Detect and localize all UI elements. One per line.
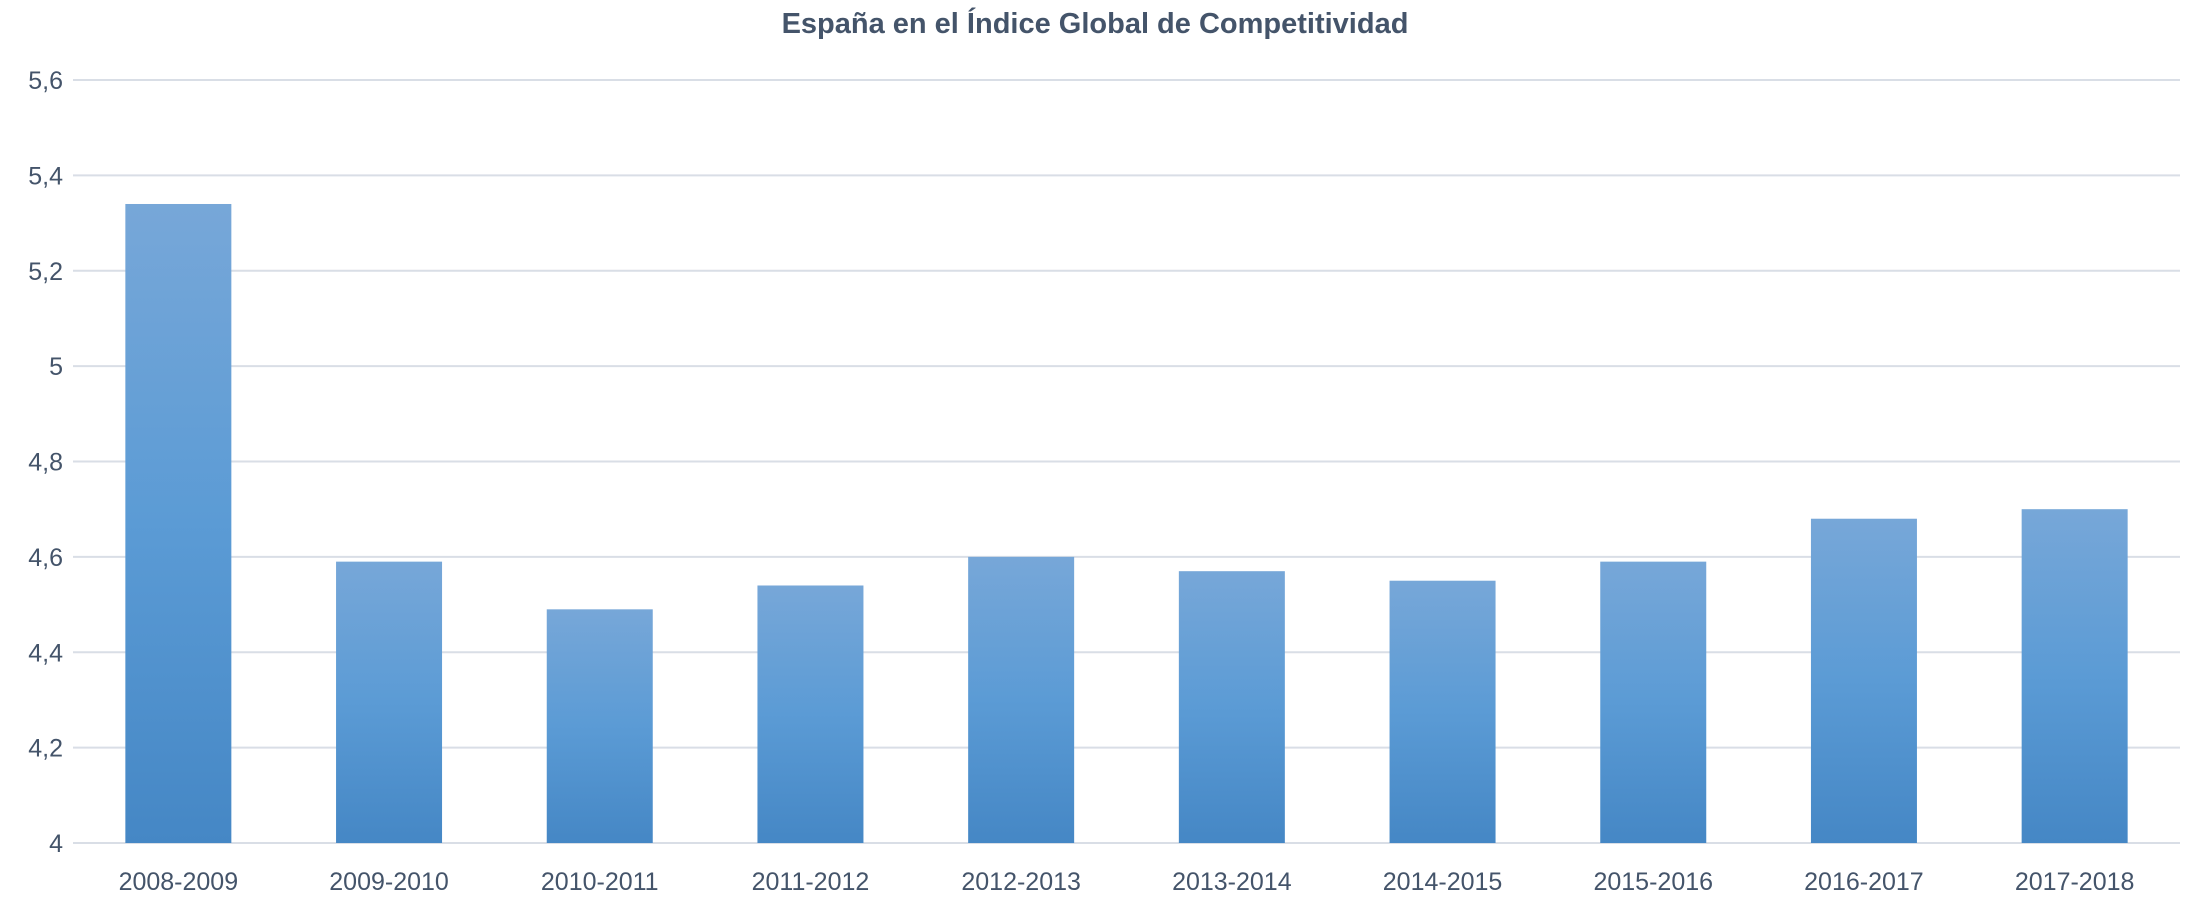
x-tick-label: 2014-2015: [1383, 868, 1503, 896]
bar-2008-2009: [125, 203, 232, 844]
x-tick-label: 2009-2010: [329, 868, 449, 896]
x-tick-label: 2013-2014: [1172, 868, 1292, 896]
bar-2013-2014: [1178, 571, 1285, 843]
bar-2014-2015: [1389, 580, 1496, 843]
x-tick-label: 2015-2016: [1593, 868, 1713, 896]
y-tick-label: 4,4: [28, 639, 63, 667]
x-tick-label: 2011-2012: [752, 868, 870, 896]
bar-2009-2010: [336, 561, 443, 843]
bar-2012-2013: [968, 556, 1075, 843]
y-tick-label: 4: [49, 830, 63, 858]
y-tick-label: 5,6: [28, 67, 63, 95]
x-tick-label: 2017-2018: [2015, 868, 2135, 896]
x-tick-label: 2012-2013: [961, 868, 1081, 896]
y-tick-label: 4,2: [28, 735, 63, 763]
x-tick-label: 2008-2009: [119, 868, 239, 896]
y-tick-label: 4,6: [28, 544, 63, 572]
chart-title: España en el Índice Global de Competitiv…: [781, 8, 1409, 40]
x-tick-label: 2016-2017: [1804, 868, 1924, 896]
y-tick-label: 5,2: [28, 258, 63, 286]
x-tick-label: 2010-2011: [541, 868, 659, 896]
y-tick-label: 5,4: [28, 162, 63, 190]
bar-2016-2017: [1810, 518, 1917, 843]
y-tick-label: 5: [49, 353, 63, 381]
bar-2011-2012: [757, 585, 864, 843]
y-tick-label: 4,8: [28, 449, 63, 477]
bar-2010-2011: [546, 609, 653, 843]
bar-2015-2016: [1600, 561, 1707, 843]
bar-2017-2018: [2021, 509, 2128, 843]
